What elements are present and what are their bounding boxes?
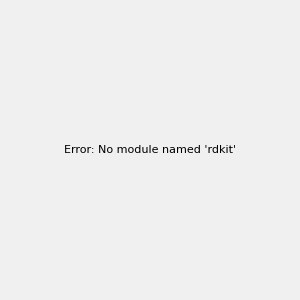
Text: Error: No module named 'rdkit': Error: No module named 'rdkit'	[64, 145, 236, 155]
